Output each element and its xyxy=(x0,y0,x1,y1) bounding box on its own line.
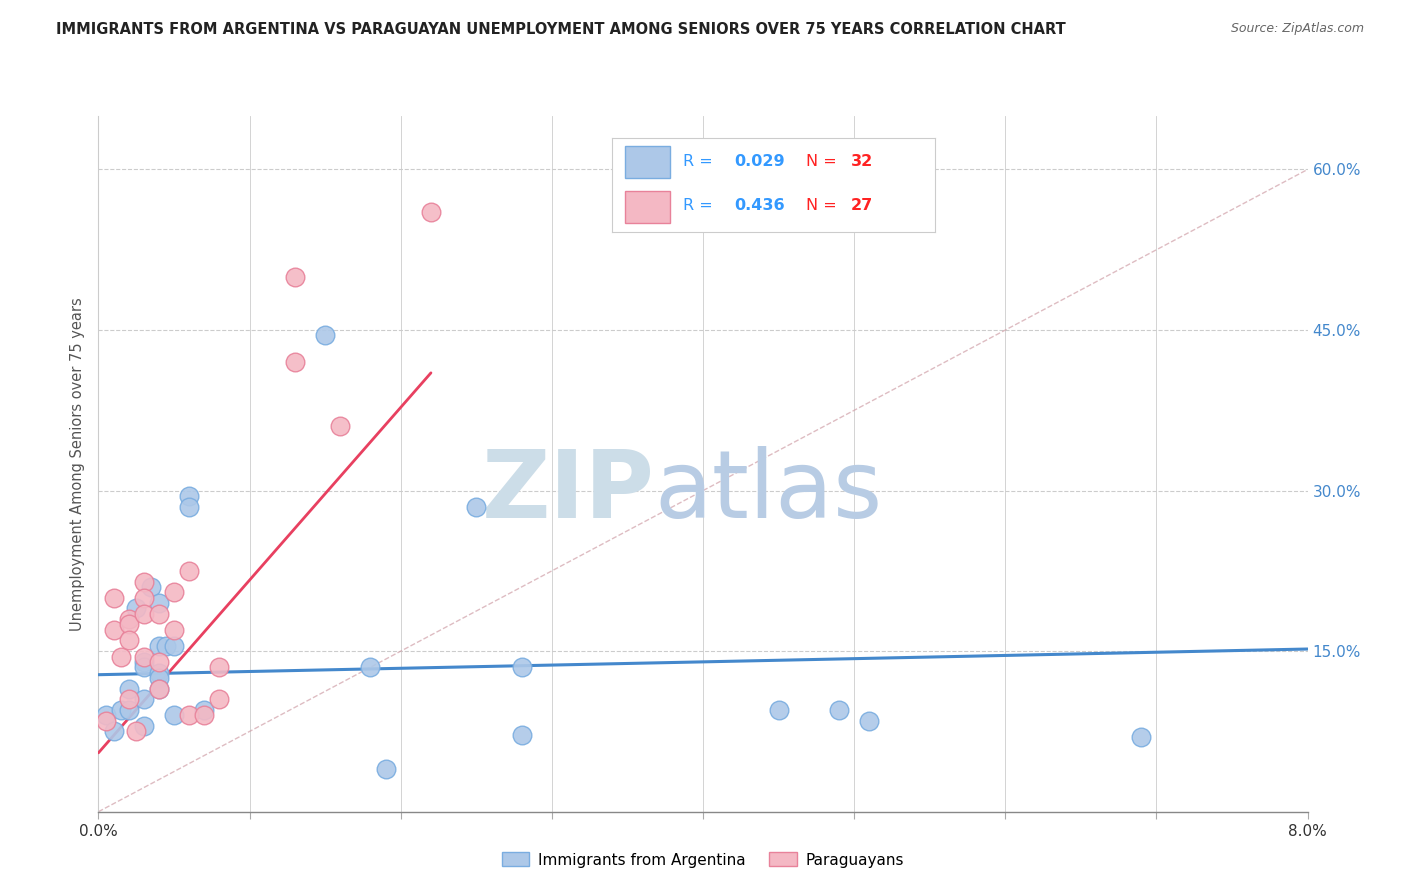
Point xyxy=(125,601,148,615)
Point xyxy=(94,714,117,728)
Text: R =: R = xyxy=(683,154,717,169)
Point xyxy=(374,762,396,776)
Point xyxy=(132,574,155,589)
Point xyxy=(118,612,141,626)
FancyBboxPatch shape xyxy=(624,145,669,178)
Point xyxy=(118,681,141,696)
Point xyxy=(179,564,201,578)
Text: 0.436: 0.436 xyxy=(734,198,785,213)
Point xyxy=(314,328,336,343)
Point xyxy=(510,728,533,742)
Point xyxy=(132,719,155,733)
Text: 27: 27 xyxy=(851,198,873,213)
Point xyxy=(163,639,186,653)
Point xyxy=(148,671,170,685)
Point xyxy=(94,708,117,723)
Legend: Immigrants from Argentina, Paraguayans: Immigrants from Argentina, Paraguayans xyxy=(496,847,910,873)
Point xyxy=(148,665,170,680)
Point xyxy=(163,623,186,637)
Point xyxy=(208,660,231,674)
Point xyxy=(141,580,163,594)
Point xyxy=(110,649,132,664)
FancyBboxPatch shape xyxy=(624,191,669,222)
Point xyxy=(148,681,170,696)
Point xyxy=(132,649,155,664)
Point xyxy=(193,708,215,723)
Point xyxy=(179,708,201,723)
Point xyxy=(148,681,170,696)
Point xyxy=(148,655,170,669)
Text: 32: 32 xyxy=(851,154,873,169)
Point xyxy=(148,607,170,621)
Text: N =: N = xyxy=(806,198,842,213)
Y-axis label: Unemployment Among Seniors over 75 years: Unemployment Among Seniors over 75 years xyxy=(70,297,86,631)
Point xyxy=(103,724,125,739)
Point xyxy=(179,489,201,503)
Point xyxy=(148,639,170,653)
Point xyxy=(132,607,155,621)
Point xyxy=(284,355,307,369)
Point xyxy=(329,419,352,434)
Text: N =: N = xyxy=(806,154,842,169)
Point xyxy=(360,660,382,674)
Point xyxy=(132,660,155,674)
Point xyxy=(155,639,177,653)
Point xyxy=(858,714,880,728)
Point xyxy=(103,591,125,605)
Text: ZIP: ZIP xyxy=(482,446,655,538)
Point xyxy=(118,633,141,648)
Point xyxy=(208,692,231,706)
Text: IMMIGRANTS FROM ARGENTINA VS PARAGUAYAN UNEMPLOYMENT AMONG SENIORS OVER 75 YEARS: IMMIGRANTS FROM ARGENTINA VS PARAGUAYAN … xyxy=(56,22,1066,37)
Point xyxy=(193,703,215,717)
Point xyxy=(163,585,186,599)
Point xyxy=(465,500,488,514)
Text: atlas: atlas xyxy=(655,446,883,538)
Point xyxy=(163,708,186,723)
Point xyxy=(284,269,307,284)
Point xyxy=(510,660,533,674)
Point xyxy=(132,591,155,605)
Point xyxy=(828,703,851,717)
Point xyxy=(110,703,132,717)
Point xyxy=(148,596,170,610)
Point xyxy=(1130,730,1153,744)
Point xyxy=(118,692,141,706)
Point xyxy=(132,655,155,669)
Point xyxy=(132,692,155,706)
Point xyxy=(118,617,141,632)
Point xyxy=(420,205,443,219)
Text: Source: ZipAtlas.com: Source: ZipAtlas.com xyxy=(1230,22,1364,36)
Text: 0.029: 0.029 xyxy=(734,154,785,169)
Point xyxy=(768,703,790,717)
Point xyxy=(103,623,125,637)
Point xyxy=(125,724,148,739)
Point xyxy=(179,500,201,514)
Point xyxy=(118,703,141,717)
Text: R =: R = xyxy=(683,198,717,213)
